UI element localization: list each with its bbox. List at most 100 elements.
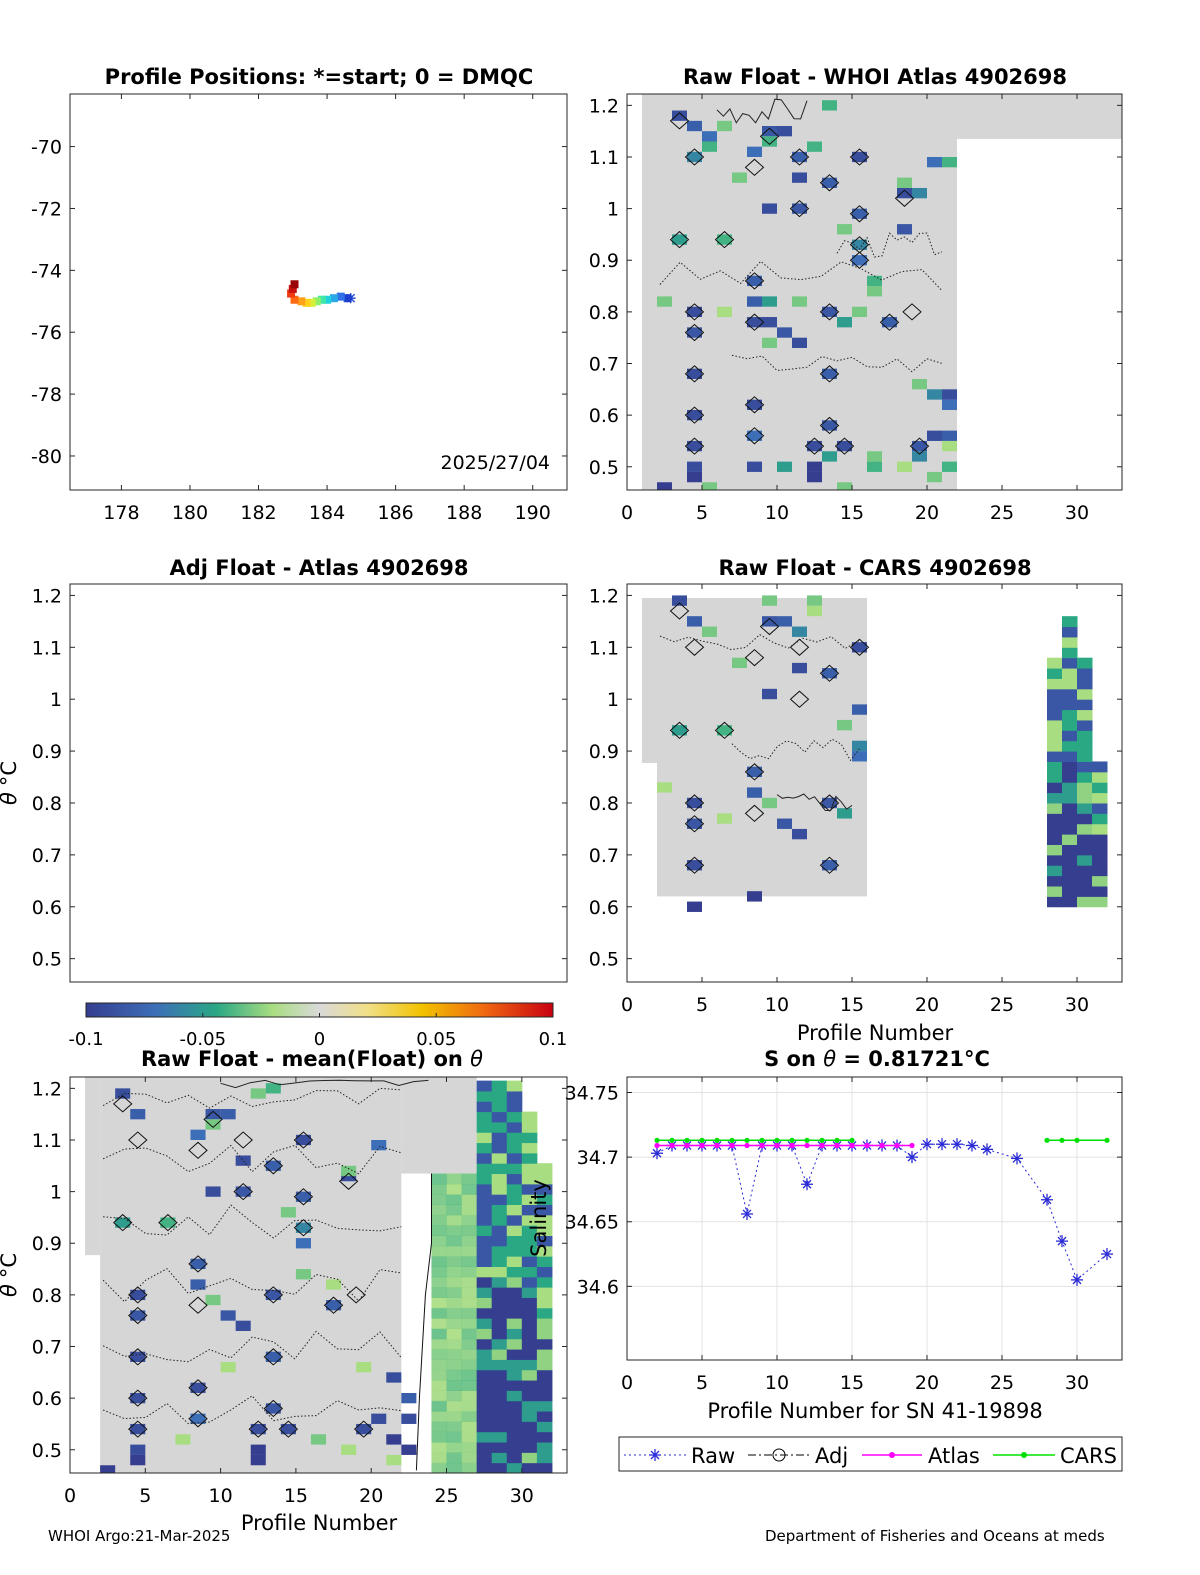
band-cell (431, 1318, 448, 1329)
anomaly-cell (657, 782, 672, 793)
contour-diamond (128, 1131, 148, 1149)
contour-diamond (128, 1286, 148, 1304)
column-cell (476, 1318, 493, 1329)
profile-position-marker (336, 292, 345, 301)
band-cell (461, 1225, 478, 1237)
column-cell (506, 1452, 523, 1464)
anomaly-cell (912, 440, 927, 452)
column-cell (1062, 719, 1078, 731)
anomaly-cell (852, 239, 867, 250)
column-cell (491, 1173, 508, 1185)
atlas-point (864, 1142, 870, 1149)
band-cell (461, 1400, 478, 1412)
column-cell (1062, 668, 1078, 679)
x-tick-label: 10 (209, 1485, 233, 1507)
contour-diamond (323, 1296, 344, 1314)
x-tick-label: 25 (990, 994, 1014, 1016)
contour-diamond (669, 230, 690, 249)
column-cell (491, 1256, 508, 1267)
legend-atlas-label: Atlas (928, 1444, 980, 1468)
contour-diamond (714, 721, 735, 739)
anomaly-cell (792, 626, 807, 637)
contour-diamond (819, 303, 840, 321)
y-tick-label: -72 (31, 198, 62, 220)
band-cell (431, 1235, 448, 1247)
anomaly-cell (672, 725, 687, 736)
anomaly-cell (115, 1088, 131, 1099)
legend-atlas-marker (889, 1452, 895, 1458)
contour-diamond (789, 638, 810, 656)
anomaly-cell (205, 1109, 221, 1120)
column-cell (1062, 699, 1078, 711)
column-cell (506, 1411, 523, 1422)
column-cell (1047, 709, 1063, 721)
column-cell (476, 1235, 493, 1247)
anomaly-cell (792, 828, 807, 840)
footer-left: WHOI Argo:21-Mar-2025 (48, 1527, 231, 1545)
x-tick-label: 188 (446, 502, 482, 524)
anomaly-cell (235, 1155, 251, 1166)
contour-line (659, 260, 943, 292)
anomaly-cell (792, 151, 807, 163)
atlas-point (774, 1142, 780, 1149)
column-cell (521, 1380, 538, 1391)
adj-panel: Adj Float - Atlas 4902698 0.5 0.6 0.7 0.8 0.… (0, 556, 568, 983)
y-tick-label: 34.75 (565, 1083, 619, 1105)
anomaly-cell (265, 1289, 281, 1301)
band-cell (431, 1225, 448, 1237)
column-cell (536, 1307, 553, 1319)
column-cell (1077, 865, 1093, 877)
anomaly-cell (897, 187, 912, 199)
anomaly-cell (777, 327, 792, 338)
band-cell (461, 1214, 478, 1226)
column-cell (491, 1462, 508, 1473)
column-cell (1077, 875, 1093, 887)
anomaly-cell (326, 1300, 342, 1311)
anomaly-cell (356, 1361, 372, 1373)
contour-line (731, 738, 860, 762)
y-tick-label: 0.7 (32, 1337, 62, 1359)
column-cell (1062, 616, 1078, 628)
star-stroke (937, 1139, 947, 1149)
anomaly-cell (100, 1465, 116, 1473)
cars-point (789, 1137, 795, 1143)
star-stroke (1102, 1249, 1112, 1259)
contour-diamond (353, 1420, 374, 1438)
contour-diamond (263, 1286, 284, 1304)
contour-diamond (684, 856, 705, 874)
column-cell (1047, 844, 1063, 856)
column-cell (521, 1400, 538, 1412)
column-cell (536, 1183, 553, 1195)
column-cell (521, 1194, 538, 1206)
contour-diamond (684, 638, 705, 656)
cars-point (1044, 1137, 1050, 1143)
column-cell (1077, 730, 1093, 742)
anomaly-cell (822, 368, 837, 379)
band-cell (461, 1421, 478, 1433)
atlas-point (729, 1142, 735, 1149)
band-cell (431, 1214, 448, 1226)
colorbar-tick-label: -0.1 (68, 1029, 103, 1050)
x-tick-label: 20 (359, 1485, 383, 1507)
column-cell (1062, 626, 1078, 638)
column-cell (521, 1349, 538, 1360)
column-cell (476, 1225, 493, 1237)
column-cell (491, 1338, 508, 1350)
anomaly-cell (717, 813, 732, 824)
band-cell (446, 1287, 463, 1298)
column-cell (536, 1369, 553, 1381)
column-cell (491, 1132, 508, 1144)
column-cell (476, 1380, 493, 1391)
contour-diamond (203, 1110, 223, 1129)
x-tick-label: 0 (621, 994, 633, 1016)
contour-diamond (346, 1286, 366, 1304)
column-cell (1062, 813, 1078, 825)
column-cell (536, 1400, 553, 1412)
column-cell (491, 1235, 508, 1247)
profile-position-marker (323, 295, 332, 304)
contour-diamond (128, 1389, 148, 1407)
column-cell (536, 1328, 553, 1340)
band-cell (461, 1349, 478, 1360)
column-cell (521, 1276, 538, 1288)
y-tick-label: 1 (607, 199, 619, 221)
